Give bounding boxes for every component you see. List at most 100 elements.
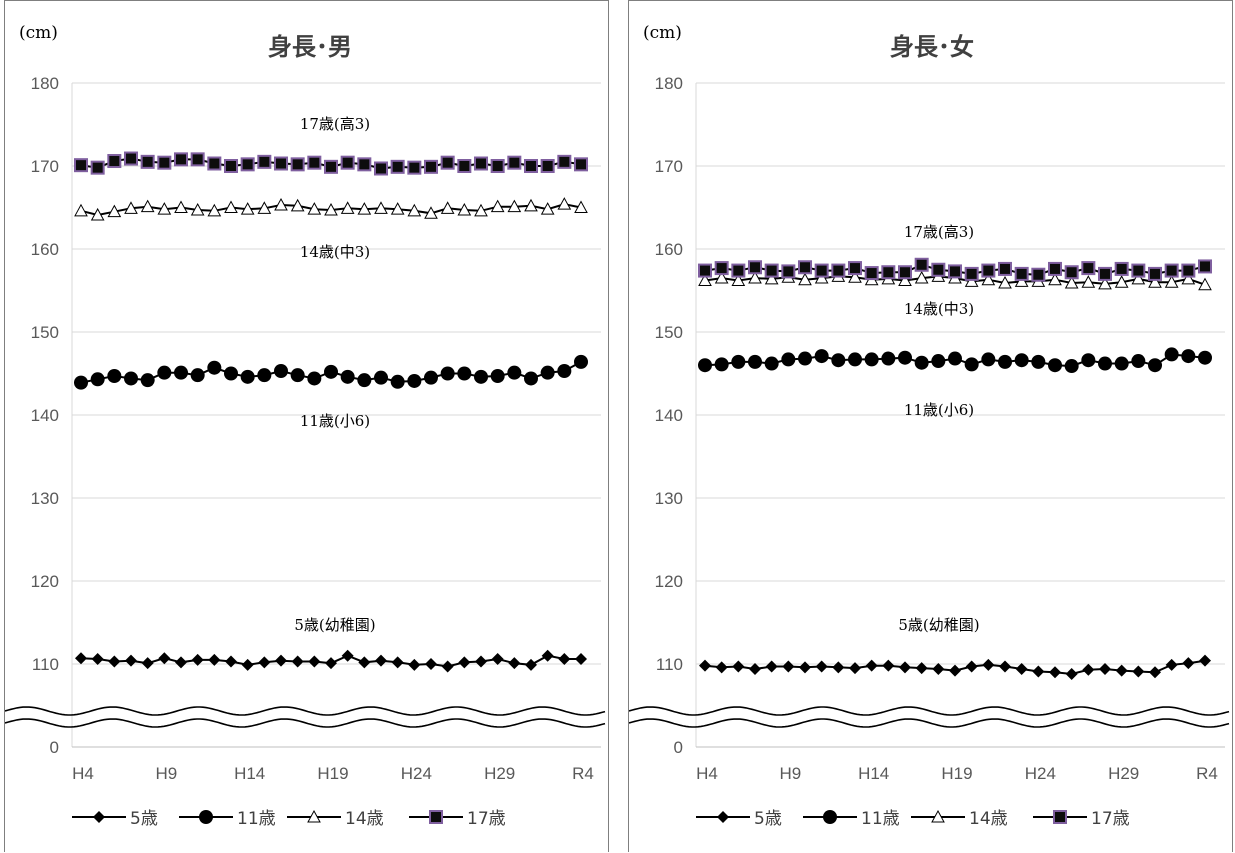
- data-point-triangle: [357, 202, 372, 215]
- chart-title: 身長･男: [268, 33, 352, 61]
- data-point-diamond: [832, 661, 845, 674]
- data-point-circle: [490, 368, 505, 383]
- data-point-triangle: [898, 273, 912, 287]
- data-point-circle: [340, 369, 355, 384]
- data-point-diamond: [982, 658, 995, 671]
- data-point-circle: [748, 354, 762, 369]
- data-point-square: [1064, 265, 1079, 280]
- data-point-square: [540, 159, 555, 173]
- data-point-triangle: [140, 199, 155, 213]
- data-point-square: [90, 160, 105, 175]
- series-circle: [698, 347, 1212, 374]
- data-point-square: [981, 263, 996, 278]
- y-tick-label: 160: [31, 240, 59, 259]
- data-point-diamond: [915, 662, 928, 675]
- data-point-square: [698, 263, 712, 278]
- data-point-square: [764, 263, 779, 278]
- data-point-circle: [157, 365, 172, 380]
- data-point-triangle: [124, 201, 138, 214]
- data-point-circle: [1064, 359, 1079, 374]
- data-point-circle: [1048, 358, 1062, 373]
- data-point-diamond: [1032, 665, 1045, 678]
- data-point-diamond: [91, 653, 104, 666]
- x-tick-label: H19: [317, 764, 348, 783]
- data-point-square: [124, 151, 138, 166]
- data-point-triangle: [207, 203, 222, 217]
- series-triangle: [74, 197, 588, 221]
- x-tick-label: R4: [1196, 764, 1218, 783]
- data-point-triangle: [407, 203, 422, 217]
- data-point-square: [224, 159, 238, 173]
- data-point-square: [440, 155, 455, 170]
- legend-marker-diamond: [717, 811, 729, 823]
- data-point-circle: [440, 366, 455, 381]
- data-point-square: [948, 264, 962, 279]
- data-point-circle: [257, 368, 272, 383]
- data-point-triangle: [190, 202, 205, 216]
- series-annotation: 17歳(高3): [300, 115, 370, 133]
- data-point-diamond: [749, 662, 761, 675]
- data-point-triangle: [798, 272, 812, 286]
- data-point-diamond: [815, 660, 828, 673]
- data-point-triangle: [914, 271, 929, 284]
- series-annotation: 11歳(小6): [904, 401, 974, 419]
- data-point-circle: [831, 353, 846, 368]
- x-tick-label: H14: [234, 764, 265, 783]
- data-point-circle: [1081, 353, 1096, 368]
- axis-break-icon: [629, 706, 1230, 728]
- data-point-square: [324, 159, 338, 174]
- data-point-circle: [524, 371, 538, 386]
- data-point-diamond: [141, 657, 154, 670]
- y-tick-label: 0: [50, 738, 59, 757]
- legend-label: 14歳: [345, 809, 384, 829]
- data-point-square: [1081, 261, 1096, 276]
- data-point-triangle: [457, 202, 472, 216]
- data-point-diamond: [341, 649, 354, 662]
- data-point-square: [374, 161, 388, 176]
- data-point-diamond: [258, 656, 271, 669]
- data-point-diamond: [1165, 658, 1178, 671]
- data-point-square: [1048, 261, 1062, 276]
- x-tick-label: H4: [696, 764, 718, 783]
- y-tick-label: 120: [31, 572, 59, 591]
- chart-title: 身長･女: [890, 33, 974, 61]
- series-diamond: [699, 654, 1211, 680]
- unit-label: (cm): [19, 23, 58, 43]
- data-point-square: [998, 261, 1012, 276]
- data-point-circle: [457, 366, 472, 381]
- data-point-square: [157, 155, 172, 170]
- data-point-square: [490, 159, 505, 173]
- line-chart-female: (cm) 身長･女 180 170 160 150 140 130 120 110 0 H4 H9 H14…: [629, 23, 1230, 829]
- data-point-triangle: [474, 203, 488, 217]
- x-tick-label: H29: [484, 764, 515, 783]
- data-point-triangle: [324, 202, 338, 216]
- data-point-triangle: [257, 201, 272, 214]
- series-annotation: 14歳(中3): [904, 300, 974, 318]
- data-point-diamond: [191, 653, 204, 666]
- data-point-diamond: [508, 657, 521, 670]
- y-tick-label: 180: [31, 74, 59, 93]
- data-point-diamond: [782, 660, 795, 673]
- data-point-circle: [731, 354, 746, 369]
- series-annotation: 11歳(小6): [300, 412, 370, 430]
- data-point-diamond: [1082, 663, 1095, 676]
- data-point-circle: [274, 364, 288, 379]
- data-point-circle: [540, 365, 555, 380]
- data-point-diamond: [1182, 657, 1195, 670]
- data-point-triangle: [307, 202, 322, 215]
- data-point-triangle: [557, 197, 572, 210]
- legend-marker-circle: [199, 810, 213, 824]
- legend-label: 5歳: [754, 809, 782, 829]
- data-point-circle: [964, 357, 979, 372]
- y-tick-label: 140: [31, 406, 59, 425]
- data-point-square: [407, 160, 422, 175]
- data-point-triangle: [698, 273, 712, 287]
- data-point-triangle: [174, 200, 188, 213]
- data-point-triangle: [981, 272, 996, 286]
- x-tick-label: H29: [1108, 764, 1139, 783]
- unit-label: (cm): [643, 23, 682, 43]
- data-point-square: [507, 155, 522, 170]
- data-point-square: [864, 266, 879, 281]
- data-point-circle: [848, 352, 862, 367]
- data-point-circle: [1031, 354, 1046, 369]
